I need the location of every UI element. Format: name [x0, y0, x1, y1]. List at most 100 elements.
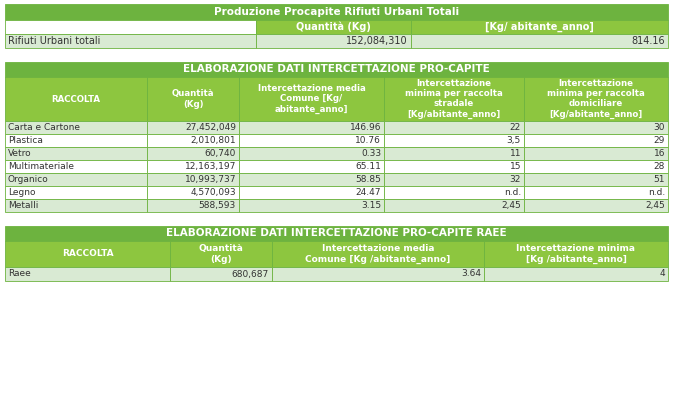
Bar [239, 160, 384, 173]
Text: 3.64: 3.64 [461, 270, 481, 278]
Text: Plastica: Plastica [8, 136, 43, 145]
Text: Quantità
(Kg): Quantità (Kg) [199, 244, 244, 263]
Bar [524, 77, 668, 121]
Text: 2,45: 2,45 [501, 201, 521, 210]
Text: Intercettazione minima
[Kg /abitante_anno]: Intercettazione minima [Kg /abitante_ann… [516, 244, 635, 263]
Bar [239, 77, 384, 121]
Bar [239, 147, 384, 160]
Bar [5, 20, 256, 34]
Bar [170, 267, 272, 281]
Text: Quantità (Kg): Quantità (Kg) [296, 22, 371, 32]
Bar [484, 241, 668, 267]
Text: Legno: Legno [8, 188, 36, 197]
Text: 12,163,197: 12,163,197 [184, 162, 236, 171]
Bar [5, 241, 170, 267]
Bar [272, 267, 484, 281]
Bar [384, 121, 524, 134]
Bar [5, 147, 147, 160]
Text: 2,45: 2,45 [645, 201, 665, 210]
Bar [256, 34, 411, 48]
Bar [147, 121, 239, 134]
Text: ELABORAZIONE DATI INTERCETTAZIONE PRO-CAPITE: ELABORAZIONE DATI INTERCETTAZIONE PRO-CA… [183, 64, 490, 74]
Bar [524, 134, 668, 147]
Text: RACCOLTA: RACCOLTA [62, 249, 113, 259]
Bar [239, 173, 384, 186]
Text: Raee: Raee [8, 270, 31, 278]
Bar [524, 160, 668, 173]
Bar [384, 134, 524, 147]
Bar [524, 121, 668, 134]
Text: 10.76: 10.76 [355, 136, 381, 145]
Text: 24.47: 24.47 [355, 188, 381, 197]
Bar [384, 186, 524, 199]
Bar [147, 199, 239, 212]
Bar [239, 134, 384, 147]
Text: Intercettazione
minima per raccolta
domiciliare
[Kg/abitante_anno]: Intercettazione minima per raccolta domi… [547, 79, 645, 119]
Text: 10,993,737: 10,993,737 [184, 175, 236, 184]
Bar [524, 199, 668, 212]
Text: Intercettazione
minima per raccolta
stradale
[Kg/abitante_anno]: Intercettazione minima per raccolta stra… [405, 79, 503, 119]
Bar [5, 173, 147, 186]
Bar [5, 267, 170, 281]
Text: 58.85: 58.85 [355, 175, 381, 184]
Text: 814.16: 814.16 [631, 36, 665, 46]
Bar [524, 186, 668, 199]
Text: 2,010,801: 2,010,801 [190, 136, 236, 145]
Text: RACCOLTA: RACCOLTA [52, 95, 100, 104]
Text: Metalli: Metalli [8, 201, 38, 210]
Text: 152,084,310: 152,084,310 [347, 36, 408, 46]
Bar [147, 77, 239, 121]
Bar [147, 173, 239, 186]
Text: Vetro: Vetro [8, 149, 32, 158]
Bar [239, 121, 384, 134]
Bar [384, 173, 524, 186]
Text: 22: 22 [509, 123, 521, 132]
Text: 680,687: 680,687 [232, 270, 269, 278]
Bar [5, 160, 147, 173]
Text: 15: 15 [509, 162, 521, 171]
Bar [170, 241, 272, 267]
Bar [5, 226, 668, 241]
Bar [272, 241, 484, 267]
Bar [5, 34, 256, 48]
Text: 3.15: 3.15 [361, 201, 381, 210]
Text: 3,5: 3,5 [507, 136, 521, 145]
Text: [Kg/ abitante_anno]: [Kg/ abitante_anno] [485, 22, 594, 32]
Bar [524, 173, 668, 186]
Text: 28: 28 [653, 162, 665, 171]
Text: Produzione Procapite Rifiuti Urbani Totali: Produzione Procapite Rifiuti Urbani Tota… [214, 7, 459, 17]
Bar [5, 77, 147, 121]
Text: 60,740: 60,740 [205, 149, 236, 158]
Text: 0.33: 0.33 [361, 149, 381, 158]
Bar [384, 160, 524, 173]
Text: 29: 29 [653, 136, 665, 145]
Text: 27,452,049: 27,452,049 [185, 123, 236, 132]
Text: 32: 32 [509, 175, 521, 184]
Bar [147, 160, 239, 173]
Text: 11: 11 [509, 149, 521, 158]
Text: Multimateriale: Multimateriale [8, 162, 74, 171]
Bar [239, 199, 384, 212]
Text: 65.11: 65.11 [355, 162, 381, 171]
Text: Intercettazione media
Comune [Kg/
abitante_anno]: Intercettazione media Comune [Kg/ abitan… [258, 84, 365, 114]
Bar [5, 134, 147, 147]
Text: Carta e Cartone: Carta e Cartone [8, 123, 80, 132]
Text: n.d.: n.d. [504, 188, 521, 197]
Bar [147, 134, 239, 147]
Text: Intercettazione media
Comune [Kg /abitante_anno]: Intercettazione media Comune [Kg /abitan… [306, 244, 451, 263]
Text: 4: 4 [660, 270, 665, 278]
Text: Organico: Organico [8, 175, 48, 184]
Bar [5, 121, 147, 134]
Bar [239, 186, 384, 199]
Text: ELABORAZIONE DATI INTERCETTAZIONE PRO-CAPITE RAEE: ELABORAZIONE DATI INTERCETTAZIONE PRO-CA… [166, 228, 507, 238]
Bar [256, 20, 411, 34]
Bar [5, 199, 147, 212]
Bar [384, 147, 524, 160]
Text: 4,570,093: 4,570,093 [190, 188, 236, 197]
Text: n.d.: n.d. [647, 188, 665, 197]
Text: 16: 16 [653, 149, 665, 158]
Bar [384, 199, 524, 212]
Text: Quantità
(Kg): Quantità (Kg) [172, 90, 214, 109]
Bar [524, 147, 668, 160]
Bar [5, 4, 668, 20]
